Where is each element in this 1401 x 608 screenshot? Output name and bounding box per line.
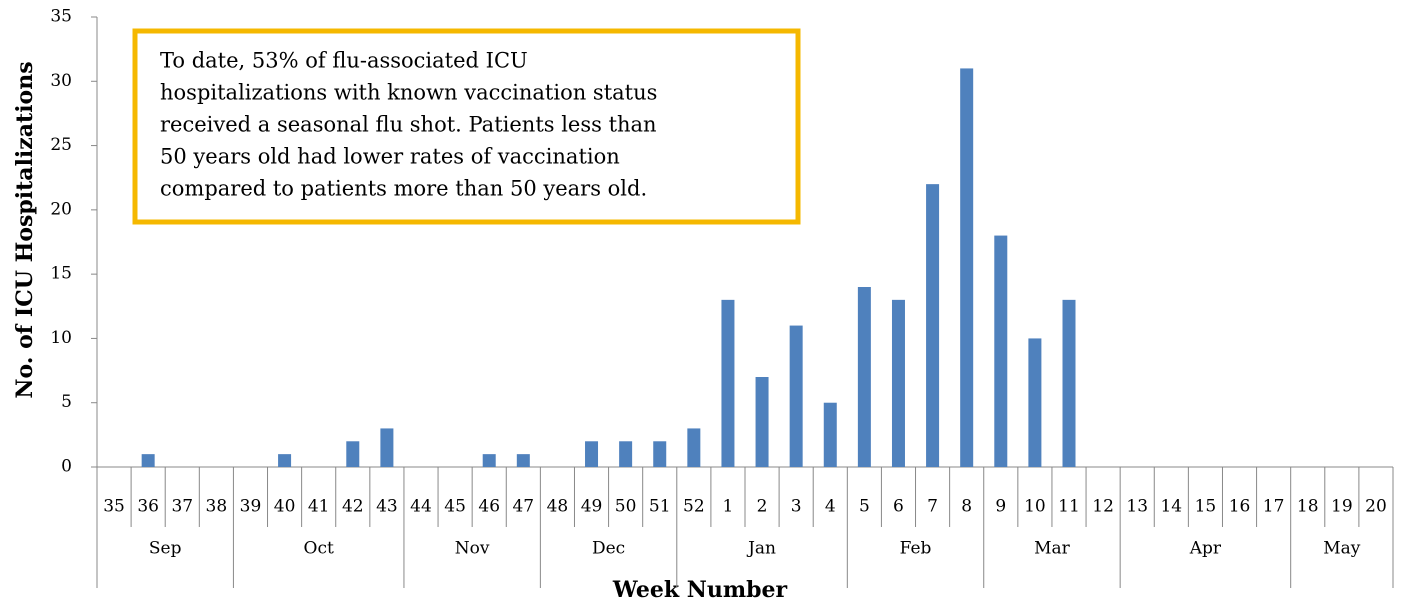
y-tick-label: 20 — [50, 199, 72, 219]
x-tick-label: 39 — [240, 497, 262, 517]
bar — [653, 441, 667, 467]
x-tick-label: 14 — [1160, 497, 1182, 517]
x-tick-label: 49 — [581, 497, 603, 517]
x-tick-label: 11 — [1058, 497, 1080, 517]
y-tick-label: 5 — [61, 392, 72, 412]
x-tick-label: 42 — [342, 497, 364, 517]
x-axis-title: Week Number — [612, 577, 788, 603]
x-tick-label: 36 — [137, 497, 159, 517]
bar — [687, 428, 701, 467]
annotation-text: received a seasonal flu shot. Patients l… — [160, 113, 657, 137]
annotation-text: hospitalizations with known vaccination … — [160, 81, 657, 105]
annotation-text: To date, 53% of flu-associated ICU — [160, 49, 528, 73]
bar — [346, 441, 360, 467]
bar — [1028, 338, 1042, 467]
x-tick-label: 19 — [1331, 497, 1353, 517]
bar — [516, 454, 530, 467]
x-tick-label: 10 — [1024, 497, 1046, 517]
annotation-box — [132, 28, 801, 225]
bar — [278, 454, 292, 467]
x-tick-label: 7 — [927, 497, 938, 517]
bar — [380, 428, 394, 467]
bar — [141, 454, 155, 467]
x-tick-label: 20 — [1365, 497, 1387, 517]
x-tick-label: 45 — [444, 497, 466, 517]
x-tick-label: 18 — [1297, 497, 1319, 517]
annotation-text: 50 years old had lower rates of vaccinat… — [160, 145, 620, 169]
x-tick-label: 16 — [1229, 497, 1251, 517]
x-tick-label: 1 — [723, 497, 734, 517]
x-tick-label: 8 — [961, 497, 972, 517]
x-tick-label: 35 — [103, 497, 125, 517]
bar — [721, 299, 735, 467]
x-tick-label: 40 — [274, 497, 296, 517]
x-tick-label: 2 — [757, 497, 768, 517]
x-group-label: Nov — [455, 539, 490, 559]
x-tick-label: 3 — [791, 497, 802, 517]
bar — [926, 184, 940, 467]
y-tick-label: 15 — [50, 264, 72, 284]
bar — [857, 287, 871, 467]
bar — [823, 402, 837, 467]
x-tick-label: 38 — [206, 497, 228, 517]
bar — [960, 68, 974, 467]
x-tick-label: 50 — [615, 497, 637, 517]
x-tick-label: 13 — [1126, 497, 1148, 517]
y-tick-label: 25 — [50, 135, 72, 155]
x-tick-label: 37 — [171, 497, 193, 517]
bar — [891, 299, 905, 467]
x-group-label: Dec — [592, 539, 625, 559]
x-tick-label: 4 — [825, 497, 836, 517]
x-tick-label: 12 — [1092, 497, 1114, 517]
y-axis-title: No. of ICU Hospitalizations — [12, 61, 38, 398]
x-group-label: Jan — [746, 539, 776, 559]
y-tick-label: 10 — [50, 328, 72, 348]
x-tick-label: 5 — [859, 497, 870, 517]
bar — [619, 441, 633, 467]
bar — [789, 325, 803, 467]
bar — [755, 377, 769, 467]
x-group-label: May — [1323, 539, 1361, 559]
x-group-label: Sep — [149, 539, 182, 559]
x-tick-label: 46 — [478, 497, 500, 517]
x-group-label: Mar — [1034, 539, 1071, 559]
bar — [1062, 299, 1076, 467]
y-tick-label: 0 — [61, 457, 72, 477]
bar — [994, 235, 1008, 467]
x-tick-label: 51 — [649, 497, 671, 517]
x-group-label: Feb — [900, 539, 932, 559]
x-tick-label: 15 — [1195, 497, 1217, 517]
bar — [585, 441, 599, 467]
x-tick-label: 47 — [512, 497, 534, 517]
x-tick-label: 48 — [547, 497, 569, 517]
annotation-text: compared to patients more than 50 years … — [160, 177, 647, 201]
x-tick-label: 41 — [308, 497, 330, 517]
y-tick-label: 35 — [50, 7, 72, 27]
x-group-label: Apr — [1189, 539, 1222, 559]
x-tick-label: 43 — [376, 497, 398, 517]
x-tick-label: 44 — [410, 497, 432, 517]
y-tick-label: 30 — [50, 71, 72, 91]
x-tick-label: 17 — [1263, 497, 1285, 517]
x-tick-label: 52 — [683, 497, 705, 517]
x-tick-label: 6 — [893, 497, 904, 517]
x-tick-label: 9 — [995, 497, 1006, 517]
x-group-label: Oct — [304, 539, 334, 559]
bar — [482, 454, 496, 467]
